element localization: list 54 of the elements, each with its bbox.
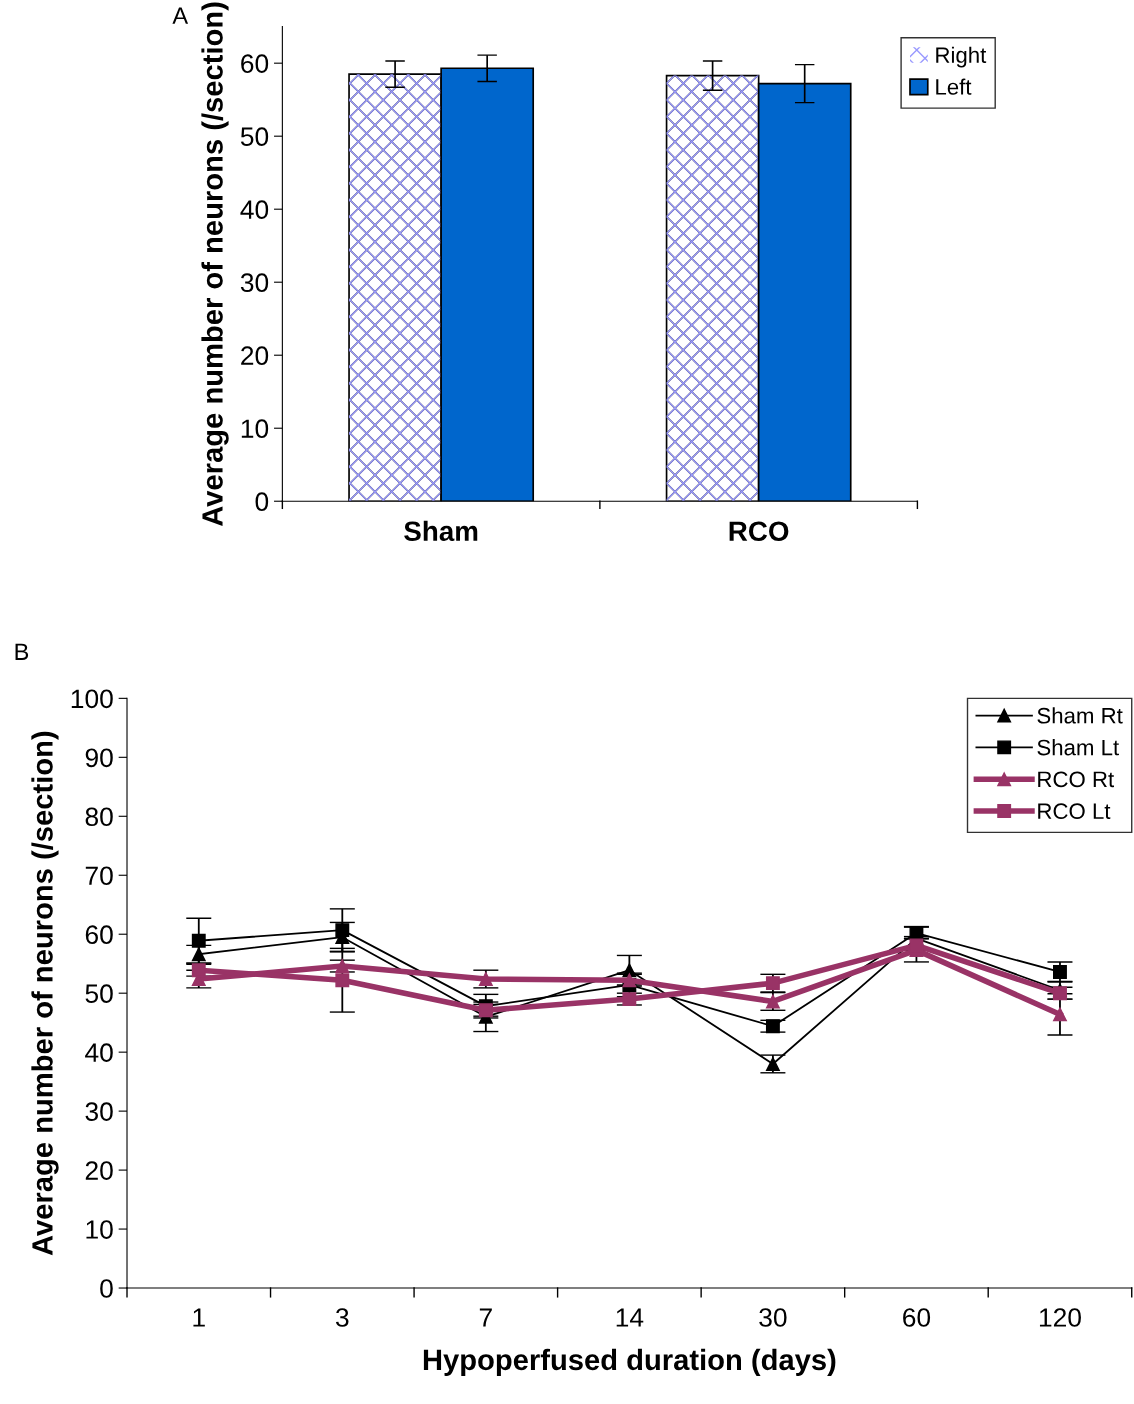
x-tick-label: 1 (193, 1308, 205, 1327)
y-tick-label: 60 (241, 54, 269, 73)
point (478, 972, 493, 986)
y-tick-label: 40 (240, 200, 269, 220)
text: A (172, 7, 189, 24)
y-tick-label: 30 (240, 273, 269, 293)
point (1053, 1007, 1067, 1022)
y-tick-label: 90 (85, 748, 113, 768)
point (335, 959, 350, 974)
y-tick-label: 40 (85, 1043, 113, 1062)
legend-label: RCO Rt (1038, 771, 1115, 788)
point (909, 926, 924, 940)
x-tick-label: 3 (335, 1308, 349, 1327)
y-tick-label: 100 (71, 689, 113, 709)
text: B (15, 643, 29, 660)
y-axis-title: Average number of neurons (/section) (31, 731, 59, 1256)
y-tick-label: 10 (241, 419, 269, 439)
y-tick-label: 30 (85, 1102, 113, 1121)
x-tick-label: 7 (479, 1308, 492, 1327)
point (622, 963, 637, 978)
legend-label: RCO Lt (1038, 803, 1111, 820)
legend-label: Left (936, 78, 972, 95)
y-tick-label: 50 (240, 127, 269, 147)
y-tick-label: 0 (255, 492, 269, 512)
point (335, 973, 350, 988)
point (478, 1003, 493, 1018)
point (1053, 986, 1067, 1001)
y-tick-label: 70 (85, 866, 113, 886)
point (191, 933, 206, 948)
x-tick-label: RCO (729, 521, 789, 542)
point (191, 963, 206, 978)
y-tick-label: 50 (85, 984, 113, 1004)
y-tick-label: 0 (100, 1279, 113, 1298)
legend-label: Sham Rt (1037, 707, 1123, 724)
y-tick-label: 60 (85, 925, 113, 945)
x-tick-label: Sham (404, 520, 478, 542)
x-tick-label: 120 (1039, 1308, 1081, 1327)
legend-label: Right (936, 46, 987, 68)
point (765, 1019, 780, 1034)
y-axis-title: Average number of neurons (/section) (201, 2, 229, 527)
point (765, 1057, 780, 1071)
point (622, 973, 637, 988)
point (622, 992, 637, 1007)
x-tick-label: 60 (903, 1308, 931, 1327)
x-tick-label: 30 (759, 1308, 787, 1327)
y-tick-label: 80 (85, 807, 113, 827)
y-tick-label: 20 (241, 346, 269, 366)
y-tick-label: 10 (86, 1220, 113, 1239)
y-tick-label: 20 (85, 1161, 113, 1180)
point (335, 923, 350, 938)
x-tick-label: 14 (616, 1308, 644, 1327)
legend-label: Sham Lt (1037, 739, 1119, 756)
point (1053, 965, 1067, 979)
x-axis-title: Hypoperfused duration (days) (423, 1348, 836, 1376)
